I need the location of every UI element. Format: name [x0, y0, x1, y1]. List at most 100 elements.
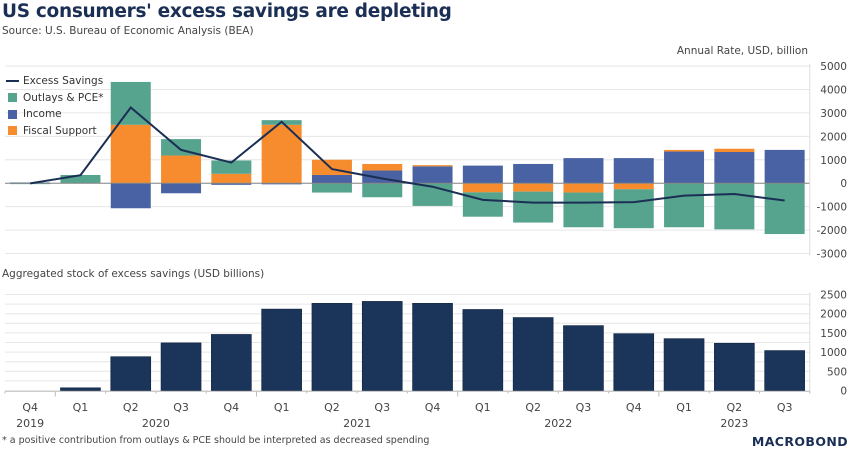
x-tick-label-year: 2021 — [343, 417, 371, 430]
bar-segment-fiscal-support — [211, 173, 252, 184]
bar-segment-outlays-pce — [362, 183, 403, 198]
chart-source: Source: U.S. Bureau of Economic Analysis… — [2, 25, 254, 37]
top-panel-y-axis: 5000 4000 3000 2000 1000 0 -1000 -2000 -3000 — [809, 61, 847, 261]
stock-bar — [764, 350, 805, 391]
x-tick-label-year: 2022 — [544, 417, 572, 430]
bar-segment-outlays-pce — [563, 192, 604, 228]
x-tick-label-quarter: Q4 — [22, 401, 38, 414]
legend-swatch-icon — [8, 126, 17, 136]
bar-segment-income — [513, 163, 554, 184]
y-tick-label: 2500 — [820, 290, 847, 302]
bar-segment-outlays-pce — [211, 160, 252, 174]
bar-segment-fiscal-support — [613, 183, 654, 190]
x-tick-label-quarter: Q3 — [576, 401, 592, 414]
bar-segment-income — [764, 149, 805, 184]
bar-segment-fiscal-support — [110, 124, 151, 184]
stock-bar — [361, 301, 403, 391]
x-tick-label-year: 2023 — [720, 417, 748, 430]
legend-line-icon — [6, 80, 19, 83]
x-tick-label-quarter: Q2 — [324, 401, 340, 414]
stock-bar — [563, 325, 604, 391]
y-tick-label: 1000 — [820, 347, 847, 359]
bar-segment-income — [161, 183, 202, 194]
legend-item-fiscal-support: Fiscal Support — [6, 123, 103, 140]
legend-swatch-icon — [8, 93, 17, 103]
x-tick-label-year: 2020 — [142, 417, 170, 430]
stock-bar — [412, 303, 453, 391]
legend-label: Income — [23, 108, 62, 121]
bar-segment-income — [664, 151, 705, 184]
bottom-panel-y-axis: 2500 2000 1500 1000 500 0 — [809, 290, 847, 398]
bar-segment-outlays-pce — [764, 183, 805, 235]
bar-segment-outlays-pce — [513, 191, 554, 223]
bar-segment-income — [261, 183, 302, 185]
x-tick-label-quarter: Q1 — [274, 401, 290, 414]
bar-segment-fiscal-support — [412, 165, 453, 167]
stock-bar — [663, 338, 705, 391]
stock-bar — [110, 356, 152, 391]
x-tick-label-quarter: Q3 — [374, 401, 390, 414]
bar-segment-fiscal-support — [362, 163, 403, 171]
bar-segment-fiscal-support — [462, 183, 503, 193]
x-tick-label-quarter: Q1 — [73, 401, 89, 414]
y-tick-label: 4000 — [820, 84, 847, 96]
legend-swatch-icon — [8, 109, 17, 119]
stock-bar — [311, 303, 353, 391]
y-tick-label: 2000 — [820, 131, 847, 143]
stock-bar — [60, 387, 101, 391]
legend-item-excess-savings: Excess Savings — [6, 73, 103, 90]
bar-segment-outlays-pce — [60, 174, 101, 184]
stock-bar — [613, 333, 655, 391]
x-tick-label-quarter: Q4 — [626, 401, 642, 414]
y-tick-label: -3000 — [816, 249, 847, 261]
bar-segment-outlays-pce — [613, 189, 654, 229]
chart-title: US consumers' excess savings are depleti… — [2, 1, 452, 22]
bar-segment-outlays-pce — [311, 183, 352, 193]
x-tick-label-quarter: Q2 — [123, 401, 139, 414]
y-tick-label: 1500 — [820, 328, 847, 340]
legend-item-outlays-pce: Outlays & PCE* — [6, 90, 103, 107]
x-tick-label-quarter: Q3 — [777, 401, 793, 414]
stock-bar — [211, 334, 252, 391]
footnote: * a positive contribution from outlays &… — [2, 435, 430, 446]
y-tick-label: -2000 — [816, 225, 847, 237]
y-tick-label: 0 — [840, 386, 847, 398]
bar-segment-fiscal-support — [513, 183, 554, 192]
legend-label: Excess Savings — [23, 75, 104, 88]
legend: Excess Savings Outlays & PCE* Income Fis… — [6, 73, 103, 139]
bar-segment-income — [462, 165, 503, 184]
x-tick-label-quarter: Q1 — [475, 401, 491, 414]
bar-segment-income — [613, 158, 654, 184]
x-tick-label-quarter: Q3 — [173, 401, 189, 414]
y-tick-label: -1000 — [816, 202, 847, 214]
bar-segment-fiscal-support — [563, 183, 604, 193]
bar-segment-fiscal-support — [664, 149, 705, 152]
y-tick-label: 5000 — [820, 61, 847, 73]
stock-bar — [462, 309, 504, 391]
y-tick-label: 500 — [827, 366, 847, 378]
x-tick-label-year: 2019 — [16, 417, 44, 430]
x-tick-label-quarter: Q4 — [425, 401, 441, 414]
bottom-panel-bars — [60, 301, 805, 391]
y-tick-label: 0 — [840, 178, 847, 190]
bar-segment-outlays-pce — [714, 183, 755, 230]
x-tick-label-quarter: Q1 — [676, 401, 692, 414]
legend-label: Fiscal Support — [23, 124, 97, 137]
legend-label: Outlays & PCE* — [23, 91, 104, 104]
bar-segment-fiscal-support — [714, 148, 755, 153]
stock-bar — [714, 342, 755, 391]
y-tick-label: 1000 — [820, 155, 847, 167]
y-tick-label: 3000 — [820, 108, 847, 120]
macrobond-logo: MACROBOND — [751, 434, 848, 449]
bar-segment-income — [110, 183, 151, 209]
bar-segment-income — [412, 166, 453, 184]
lower-panel-title: Aggregated stock of excess savings (USD … — [2, 268, 265, 280]
x-axis: Q4 Q1 Q2 Q3 Q4 Q1 Q2 Q3 Q4 Q1 Q2 Q3 Q4 Q1 Q2 Q3 2019 2020… — [4, 391, 811, 430]
bar-segment-outlays-pce — [664, 183, 705, 228]
bar-segment-income — [714, 152, 755, 184]
bar-segment-income — [311, 174, 352, 184]
legend-item-income: Income — [6, 106, 103, 123]
x-tick-label-quarter: Q2 — [727, 401, 743, 414]
top-panel-bars — [10, 81, 805, 235]
